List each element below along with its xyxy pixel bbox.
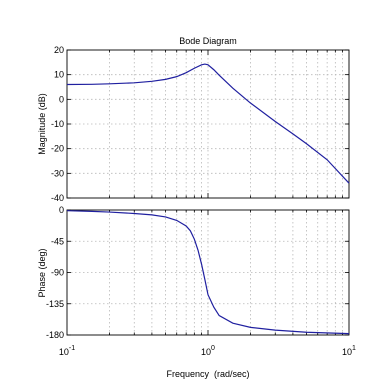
x-tick-label-1: 100 — [201, 345, 215, 357]
y-tick-label: -180 — [46, 330, 64, 340]
y-tick-label: 10 — [54, 70, 64, 80]
y-tick-label: -90 — [51, 268, 64, 278]
phase-grid — [67, 210, 349, 335]
magnitude-y-axis-label: Magnitude (dB) — [37, 93, 47, 155]
magnitude-grid — [67, 50, 349, 198]
phase-series-line — [66, 210, 350, 335]
x-axis-label: Frequency (rad/sec) — [166, 369, 249, 379]
magnitude-panel: 20 10 0 -10 -20 -30 -40 Magnitude (dB) — [37, 45, 350, 203]
chart-title: Bode Diagram — [179, 36, 237, 46]
y-tick-label: 0 — [59, 94, 64, 104]
phase-y-ticks: 0 -45 -90 -135 -180 — [46, 205, 349, 340]
y-tick-label: -10 — [51, 119, 64, 129]
magnitude-y-ticks: 20 10 0 -10 -20 -30 -40 — [51, 45, 349, 203]
x-tick-label-2: 101 — [342, 345, 356, 357]
y-tick-label: -30 — [51, 168, 64, 178]
y-tick-label: 20 — [54, 45, 64, 55]
y-tick-label: 0 — [59, 205, 64, 215]
x-tick-label-0: 10-1 — [59, 345, 75, 357]
phase-y-axis-label: Phase (deg) — [37, 248, 47, 297]
phase-panel: 0 -45 -90 -135 -180 Phase (deg) — [37, 205, 350, 340]
y-tick-label: -45 — [51, 236, 64, 246]
y-tick-label: -20 — [51, 144, 64, 154]
y-tick-label: -40 — [51, 193, 64, 203]
magnitude-series-line — [66, 63, 350, 184]
y-tick-label: -135 — [46, 299, 64, 309]
